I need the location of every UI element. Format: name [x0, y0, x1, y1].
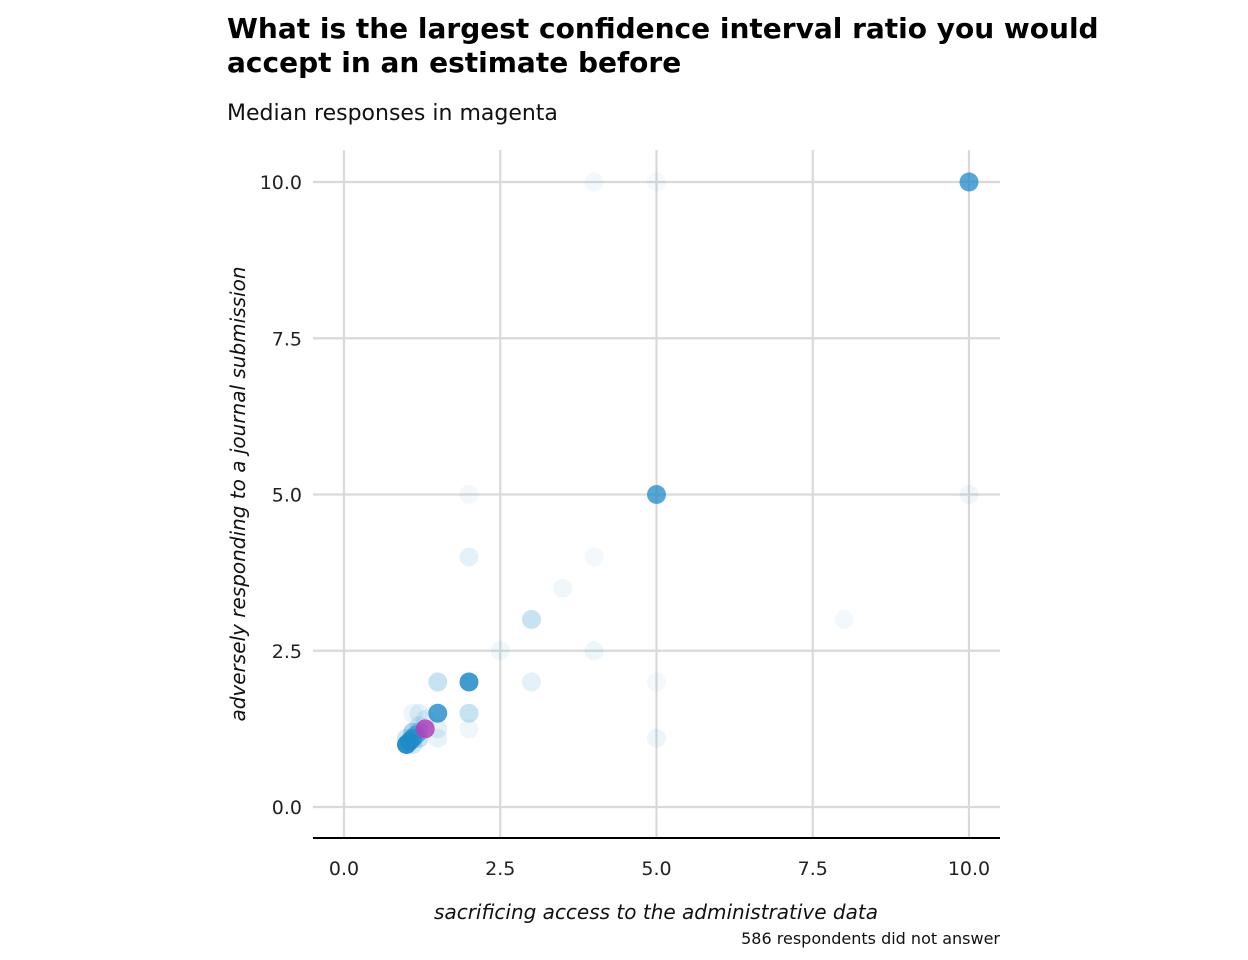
data-point-5 [459, 485, 479, 504]
data-point-12 [584, 641, 604, 661]
chart-subtitle: Median responses in magenta [227, 101, 558, 126]
data-point-0 [959, 172, 979, 192]
data-point-8 [553, 578, 573, 598]
x-tick-label-0: 0.0 [329, 858, 359, 880]
data-point-13 [428, 672, 448, 692]
x-axis-title: sacrificing access to the administrative… [434, 900, 878, 924]
data-point-16 [647, 672, 666, 692]
data-point-17 [459, 703, 479, 723]
data-point-3 [647, 485, 666, 504]
data-point-9 [522, 610, 541, 629]
y-tick-label-2: 5.0 [272, 485, 302, 507]
x-tick-label-4: 10.0 [948, 858, 990, 880]
data-point-15 [522, 672, 541, 692]
y-axis-title: adversely responding to a journal submis… [226, 266, 250, 721]
x-tick-label-1: 2.5 [485, 858, 515, 880]
chart-title: What is the largest confidence interval … [227, 12, 1099, 79]
data-point-4 [959, 485, 979, 504]
data-point-34 [397, 735, 416, 754]
y-tick-label-4: 10.0 [260, 172, 302, 194]
y-tick-labels: 0.0 2.5 5.0 7.5 10.0 [260, 172, 302, 819]
data-point-11 [490, 641, 510, 661]
data-point-2 [647, 172, 666, 192]
data-point-10 [834, 610, 854, 629]
data-points [397, 172, 979, 754]
x-tick-labels: 0.0 2.5 5.0 7.5 10.0 [329, 858, 990, 880]
y-tick-label-1: 2.5 [272, 641, 302, 663]
data-point-20 [409, 703, 429, 723]
y-tick-label-0: 0.0 [272, 797, 302, 819]
data-point-22 [647, 728, 666, 748]
data-point-18 [428, 703, 448, 723]
data-point-23 [459, 719, 479, 739]
x-tick-label-3: 7.5 [798, 858, 828, 880]
y-tick-label-3: 7.5 [272, 328, 302, 350]
median-point [415, 719, 435, 739]
data-point-35 [403, 735, 423, 754]
data-point-6 [459, 547, 479, 567]
data-point-1 [584, 172, 604, 192]
data-point-14 [459, 672, 479, 692]
data-point-7 [584, 547, 604, 567]
data-point-19 [403, 703, 423, 723]
x-tick-label-2: 5.0 [641, 858, 671, 880]
chart-caption: 586 respondents did not answer [741, 929, 1000, 948]
